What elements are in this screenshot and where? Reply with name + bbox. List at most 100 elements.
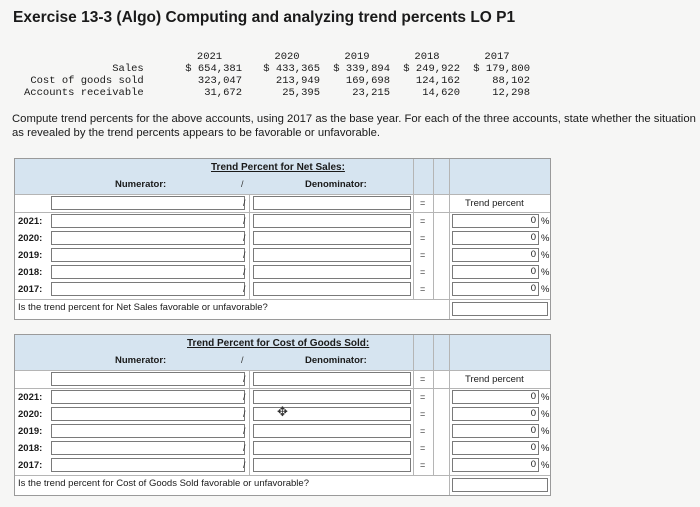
- percent-sign: %: [541, 443, 550, 454]
- header-denominator-input[interactable]: [253, 196, 411, 210]
- denominator-label: Denominator:: [305, 179, 367, 190]
- numerator-input[interactable]: [51, 390, 245, 404]
- cogs-trend-grid: Trend Percent for Cost of Goods Sold: Nu…: [14, 334, 551, 496]
- favorable-question: Is the trend percent for Net Sales favor…: [18, 302, 268, 313]
- move-cursor-icon: ✥: [277, 404, 288, 419]
- percent-sign: %: [541, 392, 550, 403]
- table-row: 2019: / = 0 %: [15, 423, 550, 440]
- numerator-input[interactable]: [51, 214, 245, 228]
- trend-percent-label: Trend percent: [465, 374, 524, 385]
- table-row: 2018: / = 0 %: [15, 440, 550, 457]
- numerator-input[interactable]: [51, 231, 245, 245]
- table-row: 2020: / = 0 % ✥: [15, 404, 550, 423]
- header-denominator-input[interactable]: [253, 372, 411, 386]
- row-label-ar: Accounts receivable: [24, 87, 144, 99]
- numerator-input[interactable]: [51, 282, 245, 296]
- table-row: 2020: / = 0 %: [15, 230, 550, 247]
- value-cell: 23,215: [352, 87, 390, 99]
- denominator-input[interactable]: [253, 214, 411, 228]
- equals-symbol: =: [420, 250, 426, 260]
- slash-symbol: /: [243, 284, 246, 294]
- percent-sign: %: [541, 216, 550, 227]
- numerator-input[interactable]: [51, 407, 245, 421]
- trend-percent-input[interactable]: 0: [452, 248, 539, 262]
- slash-symbol: /: [243, 409, 246, 419]
- denominator-input[interactable]: [253, 458, 411, 472]
- percent-sign: %: [541, 267, 550, 278]
- equals-symbol: =: [420, 460, 426, 470]
- slash-symbol: /: [243, 216, 246, 226]
- table-row: 2021: / = 0 %: [15, 389, 550, 406]
- trend-percent-input[interactable]: 0: [452, 441, 539, 455]
- table-row: 2018: / = 0 %: [15, 264, 550, 281]
- numerator-label: Numerator:: [115, 355, 167, 366]
- denominator-label: Denominator:: [305, 355, 367, 366]
- slash-symbol: /: [243, 426, 246, 436]
- value-cell: 323,047: [197, 75, 242, 87]
- denominator-input[interactable]: [253, 248, 411, 262]
- trend-percent-input[interactable]: 0: [452, 424, 539, 438]
- year-2021: 2021: [196, 51, 223, 63]
- equals-symbol: =: [420, 392, 426, 402]
- trend-percent-input[interactable]: 0: [452, 265, 539, 279]
- header-numerator-input[interactable]: [51, 372, 245, 386]
- denominator-input[interactable]: [253, 265, 411, 279]
- denominator-input[interactable]: [253, 390, 411, 404]
- percent-sign: %: [541, 460, 550, 471]
- row-year-label: 2019:: [18, 426, 43, 437]
- percent-sign: %: [541, 426, 550, 437]
- net-sales-header: Trend Percent for Net Sales:: [211, 162, 345, 173]
- year-2018: 2018: [414, 51, 440, 63]
- slash-symbol: /: [243, 267, 246, 277]
- trend-percent-input[interactable]: 0: [452, 390, 539, 404]
- numerator-input[interactable]: [51, 248, 245, 262]
- value-cell: 124,162: [415, 75, 460, 87]
- numerator-input[interactable]: [51, 265, 245, 279]
- denominator-input[interactable]: [253, 441, 411, 455]
- equals-symbol: =: [420, 216, 426, 226]
- numerator-input[interactable]: [51, 458, 245, 472]
- trend-percent-input[interactable]: 0: [452, 282, 539, 296]
- slash-symbol: /: [241, 355, 244, 365]
- favorable-select[interactable]: [452, 478, 548, 492]
- value-cell: $ 339,894: [333, 63, 390, 75]
- row-year-label: 2018:: [18, 443, 43, 454]
- trend-percent-input[interactable]: 0: [452, 458, 539, 472]
- denominator-input[interactable]: [253, 407, 411, 421]
- header-numerator-input[interactable]: [51, 196, 245, 210]
- year-2017: 2017: [484, 51, 510, 63]
- denominator-input[interactable]: [253, 424, 411, 438]
- row-year-label: 2020:: [18, 409, 43, 420]
- value-cell: 12,298: [492, 87, 530, 99]
- trend-percent-input[interactable]: 0: [452, 231, 539, 245]
- cogs-header: Trend Percent for Cost of Goods Sold:: [187, 338, 370, 349]
- value-cell: 25,395: [282, 87, 320, 99]
- percent-sign: %: [541, 233, 550, 244]
- row-year-label: 2017:: [18, 460, 43, 471]
- slash-symbol: /: [243, 250, 246, 260]
- equals-symbol: =: [420, 409, 426, 419]
- numerator-input[interactable]: [51, 424, 245, 438]
- trend-percent-input[interactable]: 0: [452, 407, 539, 421]
- value-cell: 31,672: [204, 87, 242, 99]
- year-2020: 2020: [274, 51, 300, 63]
- row-year-label: 2019:: [18, 250, 43, 261]
- table-row: 2019: / = 0 %: [15, 247, 550, 264]
- slash-symbol: /: [243, 460, 246, 470]
- numerator-input[interactable]: [51, 441, 245, 455]
- row-year-label: 2021:: [18, 392, 43, 403]
- row-year-label: 2021:: [18, 216, 43, 227]
- favorable-select[interactable]: [452, 302, 548, 316]
- row-year-label: 2017:: [18, 284, 43, 295]
- value-cell: 169,698: [345, 75, 390, 87]
- denominator-input[interactable]: [253, 231, 411, 245]
- equals-symbol: =: [420, 284, 426, 294]
- value-cell: $ 179,800: [473, 63, 530, 75]
- slash-symbol: /: [243, 443, 246, 453]
- value-cell: 88,102: [492, 75, 530, 87]
- percent-sign: %: [541, 250, 550, 261]
- trend-percent-input[interactable]: 0: [452, 214, 539, 228]
- equals-symbol: =: [420, 233, 426, 243]
- denominator-input[interactable]: [253, 282, 411, 296]
- numerator-label: Numerator:: [115, 179, 167, 190]
